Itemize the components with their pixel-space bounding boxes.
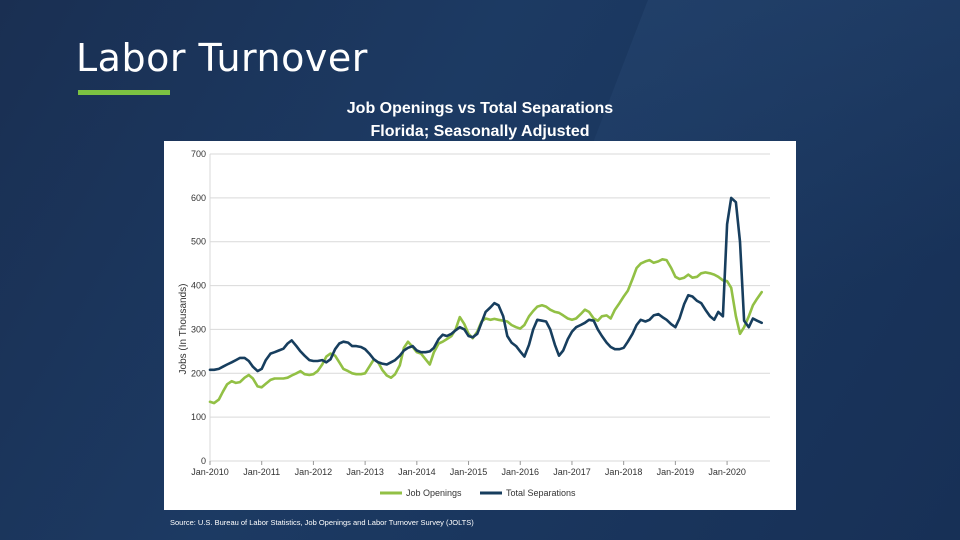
y-axis-ticks: 0 100 200 300 400 500 600 700 [191,149,206,466]
slide-title: Labor Turnover [76,36,368,80]
x-tick-label: Jan-2017 [553,467,591,477]
legend: Job Openings Total Separations [380,488,576,498]
x-tick-label: Jan-2016 [501,467,539,477]
chart-title: Job Openings vs Total Separations [346,100,614,117]
y-tick-label: 500 [191,237,206,247]
x-tick-label: Jan-2015 [450,467,488,477]
source-note: Source: U.S. Bureau of Labor Statistics,… [170,518,474,527]
x-tick-label: Jan-2018 [605,467,643,477]
y-tick-label: 400 [191,281,206,291]
series-line-total-separations [208,196,763,373]
chart-subtitle: Florida; Seasonally Adjusted [370,123,590,140]
legend-label-total-separations: Total Separations [506,488,576,498]
chart-panel: 0 100 200 300 400 500 600 700 Jan-2010 Jan-2011 J… [164,141,796,510]
x-tick-label: Jan-2012 [295,467,333,477]
x-tick-label: Jan-2019 [657,467,695,477]
title-accent-bar [78,90,170,95]
y-tick-label: 600 [191,193,206,203]
y-tick-label: 700 [191,149,206,159]
y-tick-label: 200 [191,368,206,378]
x-tick-label: Jan-2010 [191,467,229,477]
x-tick-label: Jan-2014 [398,467,436,477]
y-tick-label: 300 [191,324,206,334]
y-tick-label: 0 [201,456,206,466]
chart-title-block: Job Openings vs Total Separations Florid… [300,97,660,143]
x-tick-label: Jan-2011 [243,467,280,477]
series-line-job-openings [208,258,763,405]
legend-label-job-openings: Job Openings [406,488,462,498]
x-tick-label: Jan-2013 [346,467,384,477]
y-tick-label: 100 [191,412,206,422]
x-tick-label: Jan-2020 [708,467,746,477]
x-axis-ticks: Jan-2010 Jan-2011 Jan-2012 Jan-2013 Jan-2014… [191,461,746,477]
series [208,196,763,405]
y-axis-label: Jobs (In Thousands) [178,284,189,375]
